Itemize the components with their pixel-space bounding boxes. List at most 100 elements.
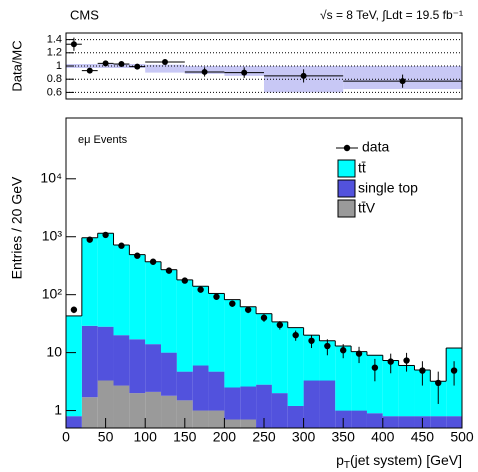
x-tick-label: 200	[213, 429, 237, 445]
stack-bar	[161, 269, 177, 353]
stack-bar	[192, 286, 209, 366]
legend-label: tt̄	[358, 160, 366, 176]
data-point	[244, 306, 252, 313]
stack-bar	[382, 416, 399, 428]
stack-bar	[430, 416, 447, 428]
data-point	[213, 293, 220, 300]
frame	[65, 32, 463, 100]
stack-bar	[129, 254, 146, 340]
y-tick-label: 1	[54, 401, 62, 417]
stack-bar	[113, 335, 130, 386]
data-point	[387, 358, 394, 365]
data-point	[86, 67, 93, 74]
data-point	[435, 379, 442, 387]
y-tick-label: 10³	[42, 227, 63, 243]
data-point	[229, 300, 236, 307]
uncertainty-band	[81, 64, 98, 68]
chart-title: CMS	[70, 7, 99, 22]
stack-bar	[97, 233, 114, 327]
stack-bar	[81, 237, 98, 326]
x-label-sub: T	[344, 460, 350, 471]
x-label-part: p	[336, 452, 344, 468]
data-point	[450, 367, 458, 374]
data-point	[86, 236, 93, 243]
stack-bar	[208, 410, 225, 428]
stack-bar	[319, 340, 336, 381]
data-point	[118, 242, 125, 249]
stack-bar	[351, 410, 367, 428]
data-point	[118, 61, 125, 68]
stack-bar	[81, 325, 98, 398]
data-point	[371, 364, 379, 371]
stack-bar	[414, 370, 431, 417]
stack-bar	[256, 313, 272, 385]
data-point	[201, 68, 208, 75]
plot-area	[66, 231, 462, 428]
y-tick-label: 0.6	[47, 86, 62, 98]
stack-bar	[240, 306, 257, 387]
y-tick-label: 10⁴	[40, 169, 62, 185]
data-point	[324, 342, 331, 350]
stack-bar	[208, 293, 225, 372]
data-point	[403, 357, 410, 364]
stack-bar	[271, 321, 288, 394]
data-point	[276, 321, 284, 329]
data-point	[300, 72, 307, 79]
stack-bar	[224, 387, 241, 420]
stack-bar	[176, 400, 193, 428]
stack-bar	[366, 413, 383, 428]
stack-bar	[81, 397, 98, 428]
x-tick-label: 100	[134, 429, 158, 445]
data-point	[241, 69, 248, 76]
data-point	[260, 314, 268, 321]
x-tick-label: 50	[98, 429, 114, 445]
x-tick-label: 500	[450, 429, 474, 445]
stack-bar	[97, 326, 114, 381]
stack-bar	[129, 339, 146, 394]
x-label-part: (jet system) [GeV]	[350, 452, 462, 468]
y-tick-label: 10²	[42, 285, 63, 301]
x-tick-label: 300	[292, 429, 316, 445]
stack-bar	[66, 315, 82, 417]
stack-bar	[176, 371, 193, 401]
x-tick-label: 350	[332, 429, 356, 445]
stack-bar	[145, 261, 162, 345]
uncertainty-band	[145, 64, 185, 73]
stack-bar	[129, 393, 146, 428]
stack-bar	[303, 335, 320, 381]
stack-bar	[446, 416, 462, 428]
x-tick-label: 250	[252, 429, 276, 445]
legend-marker	[343, 144, 351, 152]
stack-bar	[161, 395, 177, 428]
y-tick-label: 0.8	[47, 73, 62, 85]
y-axis-label: Entries / 20 GeV	[9, 176, 25, 279]
stack-bar	[287, 327, 304, 406]
stack-bar	[145, 344, 162, 392]
legend-label: data	[362, 139, 389, 155]
annotation: eμ Events	[78, 134, 128, 146]
y-tick-label: 1.4	[47, 34, 62, 46]
legend-swatch	[337, 179, 356, 198]
stack-bar	[113, 245, 130, 336]
data-point	[149, 258, 157, 265]
stack-bar	[66, 416, 82, 428]
stack-bar	[240, 386, 257, 420]
stack-bar	[192, 365, 209, 411]
x-tick-label: 150	[173, 429, 197, 445]
x-tick-label: 450	[411, 429, 435, 445]
y-tick-label: 10	[46, 343, 62, 359]
stack-bar	[398, 416, 415, 428]
stack-bar	[208, 371, 225, 411]
data-point	[340, 347, 347, 354]
stack-bar	[271, 393, 288, 428]
stack-bar	[366, 355, 383, 414]
data-point	[134, 63, 141, 70]
stack-bar	[303, 380, 320, 428]
stack-bar	[224, 299, 241, 388]
x-axis-label: pT(jet system) [GeV]	[336, 452, 462, 471]
stack-bar	[176, 279, 193, 372]
data-point	[419, 367, 426, 374]
data-point	[134, 252, 141, 259]
data-point	[162, 59, 168, 66]
